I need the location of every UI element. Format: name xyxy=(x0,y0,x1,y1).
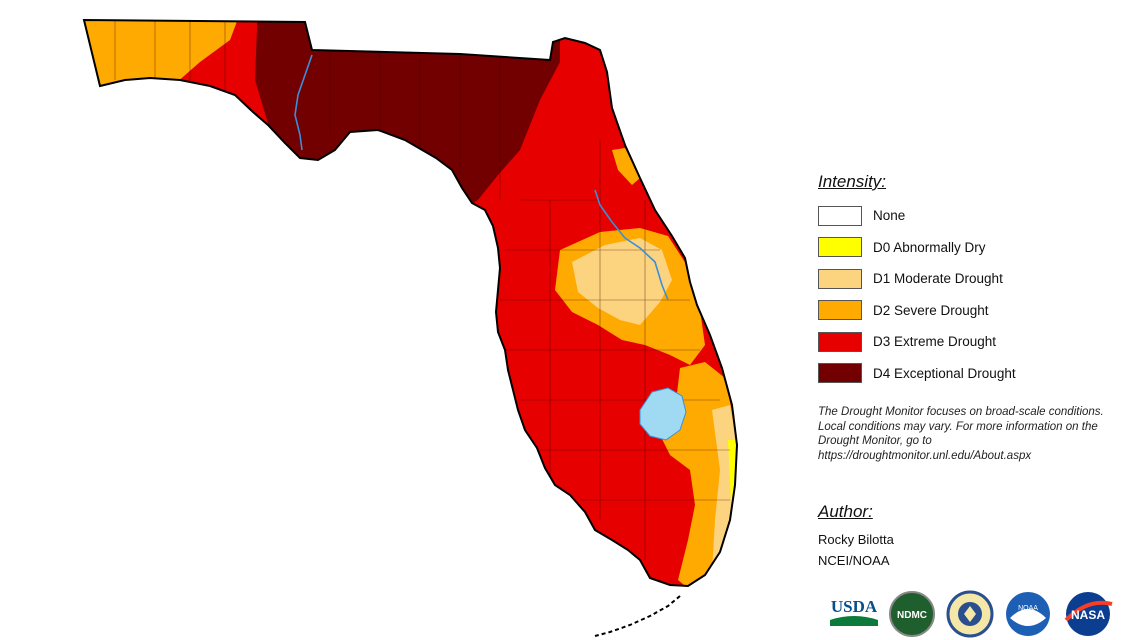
legend-swatch xyxy=(818,300,862,321)
author-name: Rocky Bilotta xyxy=(818,532,894,547)
svg-text:NASA: NASA xyxy=(1071,608,1105,622)
svg-text:NDMC: NDMC xyxy=(897,610,927,621)
legend-label: D3 Extreme Drought xyxy=(873,334,997,350)
d2-west-panhandle xyxy=(84,20,245,100)
svg-text:NOAA: NOAA xyxy=(1018,605,1038,612)
legend-swatch xyxy=(818,268,862,289)
commerce-seal-logo xyxy=(946,590,994,638)
legend-label: D4 Exceptional Drought xyxy=(873,365,1016,381)
agency-logos: USDA NDMC NOAA NASA xyxy=(826,590,1126,640)
usda-logo: USDA xyxy=(830,597,878,626)
legend-item-d0: D0 Abnormally Dry xyxy=(818,232,1130,264)
d0-southeast xyxy=(728,440,737,522)
author-title: Author: xyxy=(818,502,873,521)
legend-title: Intensity: xyxy=(818,172,887,191)
florida-drought-map xyxy=(83,19,738,637)
nasa-logo: NASA xyxy=(1064,592,1113,636)
noaa-logo: NOAA xyxy=(1006,592,1050,636)
florida-keys xyxy=(594,595,681,637)
legend-label: D2 Severe Drought xyxy=(873,302,989,318)
st-johns-river xyxy=(594,189,669,301)
svg-text:USDA: USDA xyxy=(831,597,878,616)
legend-item-d3: D3 Extreme Drought xyxy=(818,326,1130,358)
legend-label: D1 Moderate Drought xyxy=(873,271,1003,287)
legend-item-d2: D2 Severe Drought xyxy=(818,295,1130,327)
legend-item-d1: D1 Moderate Drought xyxy=(818,263,1130,295)
legend: Intensity: None D0 Abnormally Dry D1 Mod… xyxy=(818,172,1130,389)
legend-swatch xyxy=(818,363,862,384)
d2-northeast-coast xyxy=(612,148,640,185)
legend-swatch xyxy=(818,205,862,226)
lake-okeechobee xyxy=(639,387,687,441)
legend-swatch xyxy=(818,237,862,258)
county-lines xyxy=(114,20,730,560)
legend-item-none: None xyxy=(818,200,1130,232)
legend-label: D0 Abnormally Dry xyxy=(873,239,986,255)
legend-label: None xyxy=(873,208,906,224)
drought-monitor-note: The Drought Monitor focuses on broad-sca… xyxy=(818,406,1104,462)
d1-central xyxy=(572,238,672,325)
legend-item-d4: D4 Exceptional Drought xyxy=(818,358,1130,390)
author-org: NCEI/NOAA xyxy=(818,553,890,568)
apalachicola-river xyxy=(294,54,313,151)
ndmc-logo: NDMC xyxy=(889,591,935,637)
legend-swatch xyxy=(818,331,862,352)
